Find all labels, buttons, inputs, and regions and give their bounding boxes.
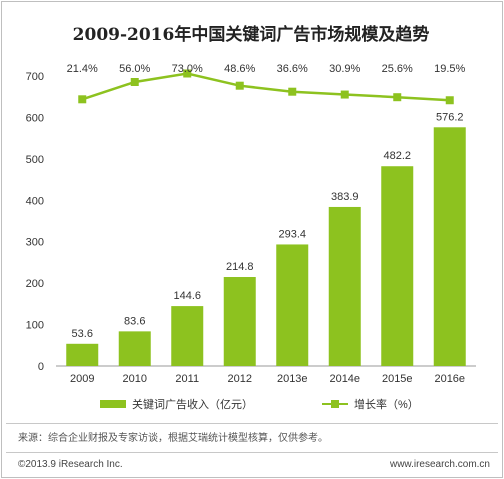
bar-value-label: 383.9: [331, 191, 359, 203]
x-tick-label: 2015e: [382, 373, 413, 385]
growth-point-2014e: [340, 90, 349, 99]
growth-value-label: 48.6%: [224, 63, 255, 75]
bar-2011: [171, 306, 204, 366]
x-tick-label: 2012: [228, 373, 252, 385]
growth-point-2010: [130, 78, 139, 86]
growth-point-2015e: [393, 93, 402, 102]
website-text: www.iresearch.com.cn: [389, 459, 490, 470]
x-tick-label: 2009: [70, 373, 94, 385]
bar-2009: [66, 343, 99, 366]
bar-value-label: 53.6: [72, 328, 93, 340]
legend-label-growth: 增长率（%）: [354, 399, 419, 411]
legend: 关键词广告收入（亿元） 增长率（%）: [0, 396, 502, 418]
legend-bar-swatch: [100, 400, 126, 408]
bar-value-label: 293.4: [278, 228, 306, 240]
bar-2016e: [433, 127, 466, 366]
x-tick-label: 2011: [175, 373, 199, 385]
y-tick-label: 600: [26, 112, 44, 124]
bar-2015e: [381, 166, 414, 366]
y-tick-label: 400: [26, 195, 44, 207]
bar-2014e: [328, 206, 361, 366]
growth-value-label: 25.6%: [382, 63, 413, 75]
growth-point-2013e: [288, 87, 297, 96]
bar-value-label: 482.2: [383, 150, 411, 162]
bar-2010: [118, 331, 151, 366]
growth-point-2012: [235, 81, 244, 90]
growth-point-2009: [78, 95, 87, 104]
divider-top: [6, 423, 498, 424]
y-tick-label: 500: [26, 154, 44, 166]
x-tick-label: 2016e: [434, 373, 465, 385]
chart-title: 2009-2016年中国关键词广告市场规模及趋势: [72, 25, 430, 45]
source-note: 来源：综合企业财报及专家访谈，根据艾瑞统计模型核算，仅供参考。: [18, 433, 328, 444]
bar-value-label: 576.2: [436, 111, 464, 123]
growth-value-label: 19.5%: [434, 63, 465, 75]
legend-label-revenue: 关键词广告收入（亿元）: [132, 399, 253, 411]
growth-value-label: 30.9%: [329, 63, 360, 75]
y-tick-label: 700: [26, 71, 44, 83]
growth-point-2016e: [445, 96, 454, 105]
y-tick-label: 100: [26, 320, 44, 332]
bar-2013e: [276, 244, 309, 366]
y-tick-label: 300: [26, 237, 44, 249]
divider-bottom: [6, 452, 498, 453]
growth-value-label: 21.4%: [67, 63, 98, 75]
growth-value-label: 56.0%: [119, 63, 150, 75]
bar-2012: [223, 277, 256, 366]
x-tick-label: 2013e: [277, 373, 308, 385]
y-tick-label: 200: [26, 278, 44, 290]
growth-value-label: 73.0%: [172, 63, 203, 75]
legend-line-swatch: [322, 399, 348, 409]
bar-value-label: 83.6: [124, 315, 145, 327]
growth-value-label: 36.6%: [277, 63, 308, 75]
growth-line: [81, 72, 450, 102]
legend-item-revenue: 关键词广告收入（亿元）: [100, 396, 253, 412]
x-tick-label: 2014e: [329, 373, 360, 385]
copyright-text: ©2013.9 iResearch Inc.: [18, 459, 123, 470]
growth-point-2011: [183, 69, 192, 78]
y-tick-label: 0: [38, 361, 44, 373]
bar-value-label: 144.6: [173, 290, 201, 302]
legend-item-growth: 增长率（%）: [322, 396, 419, 412]
x-tick-label: 2010: [123, 373, 147, 385]
bar-value-label: 214.8: [226, 261, 254, 273]
